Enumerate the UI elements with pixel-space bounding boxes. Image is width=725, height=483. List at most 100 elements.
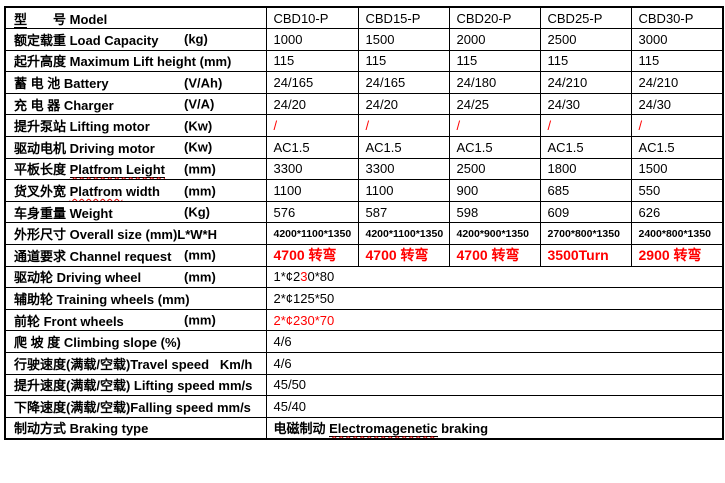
row-label: 平板长度 Platfrom Leight [14, 162, 165, 179]
row-label-cell: 行驶速度(满载/空载)Travel speed Km/h [4, 352, 267, 375]
value-cell: 2500 [448, 157, 541, 181]
row-label-cell: 额定载重 Load Capacity (kg) [4, 28, 267, 51]
table-row: 行驶速度(满载/空载)Travel speed Km/h 4/6 [4, 352, 724, 375]
value-cell: / [630, 114, 724, 138]
value-cell: 609 [539, 200, 632, 224]
row-unit: (mm) [184, 269, 216, 285]
row-label-cell: 货叉外宽 Platfrom width (mm) [4, 179, 267, 202]
underlined-text: braking [437, 421, 489, 437]
value-cell: 4700 转弯 [265, 244, 359, 267]
table-row: 前轮 Front wheels (mm) 2*¢230*70 [4, 308, 724, 332]
value-cell: 24/30 [539, 92, 632, 116]
underlined-text: 号 Model [27, 11, 108, 27]
table-row: 下降速度(满载/空载)Falling speed mm/s 45/40 [4, 395, 724, 418]
row-label-cell: 通道要求 Channel request (mm) [4, 244, 267, 267]
row-unit: (mm) [184, 161, 216, 177]
value-cell: 24/20 [265, 92, 359, 116]
row-unit: (kg) [184, 31, 208, 47]
value-cell: CBD20-P [448, 6, 541, 30]
value-cell: 24/165 [265, 71, 359, 94]
underlined-text: 1*¢2 [273, 269, 301, 285]
value-cell: 598 [448, 200, 541, 224]
row-label: 辅助轮 Training wheels (mm) [14, 292, 190, 308]
value-cell: 626 [630, 200, 724, 224]
row-unit: (mm) [184, 183, 216, 199]
value-cell: 115 [539, 49, 632, 73]
value-cell: / [265, 114, 359, 138]
row-label: 蓄 电 池 Battery [14, 76, 109, 92]
value-cell: 4700 转弯 [448, 244, 541, 267]
value-cell: 3300 [357, 157, 450, 181]
value-cell: 4200*900*1350 [448, 222, 541, 246]
red-text: 3 [300, 269, 308, 285]
row-label-cell: 外形尺寸 Overall size (mm)L*W*H [4, 222, 267, 246]
row-label: 爬 坡 度 Climbing slope (%) [14, 335, 181, 351]
row-unit: (Kw) [184, 139, 213, 155]
row-label-cell: 充 电 器 Charger (V/A) [4, 92, 267, 116]
value-cell: 115 [630, 49, 724, 73]
row-label: 货叉外宽 Platfrom width [14, 184, 160, 200]
row-label: 通道要求 Channel request [14, 248, 172, 264]
value-cell: AC1.5 [357, 136, 450, 159]
table-row: 额定载重 Load Capacity (kg) 1000 1500 2000 2500 30… [4, 28, 724, 51]
value-cell: 3000 [630, 28, 724, 51]
table-row: 起升高度 Maximum Lift height (mm) 115 115 115 11… [4, 49, 724, 73]
row-unit: (mm) [184, 247, 216, 263]
value-cell: / [539, 114, 632, 138]
value-cell: 115 [357, 49, 450, 73]
underlined-text: width [122, 184, 160, 200]
row-unit: (V/Ah) [184, 75, 223, 91]
value-cell-merged: 4/6 [265, 352, 724, 375]
value-cell: 1100 [265, 179, 359, 202]
row-label-cell: 驱动轮 Driving wheel (mm) [4, 265, 267, 289]
value-cell: 1100 [357, 179, 450, 202]
value-cell: 24/30 [630, 92, 724, 116]
value-cell: 3500Turn [539, 244, 632, 267]
table-row: 通道要求 Channel request (mm) 4700 转弯 4700 转弯 47… [4, 244, 724, 267]
row-label: 额定载重 Load Capacity [14, 32, 159, 48]
value-cell: 24/210 [539, 71, 632, 94]
row-unit: (V/A) [184, 96, 215, 112]
table-row: 货叉外宽 Platfrom width (mm) 1100 1100 900 685 550 [4, 179, 724, 202]
value-cell-merged: 4/6 [265, 330, 724, 353]
row-label-cell: 制动方式 Braking type [4, 416, 267, 440]
row-label: 行驶速度(满载/空载)Travel speed Km/h [14, 356, 253, 372]
table-row: 车身重量 Weight (Kg) 576 587 598 609 626 [4, 200, 724, 224]
value-cell: 115 [448, 49, 541, 73]
table-row: 驱动轮 Driving wheel (mm) 1*¢230*80 [4, 265, 724, 289]
row-label-cell: 提升泵站 Lifting motor (Kw) [4, 114, 267, 138]
row-label: 起升高度 Maximum Lift height (mm) [14, 54, 232, 70]
table-row: 外形尺寸 Overall size (mm)L*W*H 4200*1100*135… [4, 222, 724, 246]
value-cell: 4200*1100*1350 [265, 222, 359, 246]
value-cell: 3300 [265, 157, 359, 181]
value-cell-merged: 45/50 [265, 373, 724, 397]
row-unit: (mm) [184, 312, 216, 328]
value-cell-merged: 电磁制动 Electromagenetic braking [265, 416, 724, 440]
spec-table: 型 号 Model CBD10-P CBD15-P CBD20-P CBD25-P CBD… [4, 6, 724, 440]
row-label-cell: 爬 坡 度 Climbing slope (%) [4, 330, 267, 353]
value-cell-merged: 1*¢230*80 [265, 265, 724, 289]
table-row: 平板长度 Platfrom Leight (mm) 3300 3300 2500 1800… [4, 157, 724, 181]
row-label-cell: 驱动电机 Driving motor (Kw) [4, 136, 267, 159]
misspelled-word: Electromagenetic [329, 421, 438, 438]
table-row: 辅助轮 Training wheels (mm) 2*¢125*50 [4, 287, 724, 310]
value-cell: AC1.5 [448, 136, 541, 159]
row-label: 驱动电机 Driving motor [14, 140, 155, 156]
value-cell: CBD30-P [630, 6, 724, 30]
row-label: 驱动轮 Driving wheel [14, 270, 142, 286]
row-label: 充 电 器 Charger [14, 97, 114, 113]
table-row: 型 号 Model CBD10-P CBD15-P CBD20-P CBD25-P CBD… [4, 6, 724, 30]
value-cell: 1500 [357, 28, 450, 51]
table-row: 蓄 电 池 Battery (V/Ah) 24/165 24/165 24/180 24/… [4, 71, 724, 94]
value-cell: 2900 转弯 [630, 244, 724, 267]
row-label: 提升速度(满载/空载) Lifting speed mm/s [14, 378, 253, 394]
value-cell-merged: 2*¢125*50 [265, 287, 724, 310]
row-label: 外形尺寸 Overall size (mm)L*W*H [14, 227, 217, 243]
value-cell: CBD10-P [265, 6, 359, 30]
value-cell: AC1.5 [539, 136, 632, 159]
value-cell: 1500 [630, 157, 724, 181]
value-cell: 24/20 [357, 92, 450, 116]
row-label-cell: 前轮 Front wheels (mm) [4, 308, 267, 332]
row-label-cell: 辅助轮 Training wheels (mm) [4, 287, 267, 310]
row-label-cell: 下降速度(满载/空载)Falling speed mm/s [4, 395, 267, 418]
